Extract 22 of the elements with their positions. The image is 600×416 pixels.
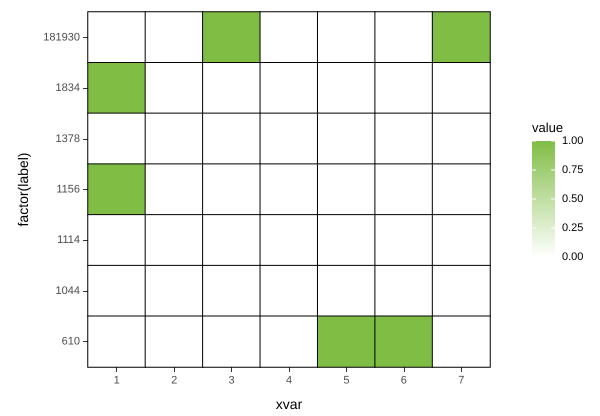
color-bar-label: 0.50 [562, 193, 584, 205]
color-bar-title: value [532, 120, 564, 135]
x-tick-label: 6 [400, 374, 407, 386]
x-tick-label: 1 [114, 374, 120, 386]
color-bar-label: 1.00 [562, 135, 584, 147]
color-bar-label: 0.75 [562, 164, 584, 176]
y-tick-label: 1378 [56, 132, 80, 145]
y-tick-label: 1156 [56, 184, 80, 196]
x-tick-label: 2 [171, 374, 178, 386]
x-axis-title: xvar [276, 396, 303, 412]
x-tick-label: 5 [343, 374, 350, 386]
y-tick-label: 1834 [56, 82, 80, 94]
x-tick-label: 7 [458, 374, 464, 386]
color-bar-label: 0.00 [562, 251, 584, 263]
color-bar-label: 0.25 [562, 222, 584, 234]
y-axis-title: factor(label) [15, 152, 31, 226]
x-tick-label: 3 [228, 374, 235, 386]
y-tick-label: 1044 [56, 284, 80, 297]
y-tick-label: 610 [62, 336, 80, 348]
x-tick-label: 4 [286, 374, 292, 386]
y-tick-label: 181930 [43, 31, 80, 44]
y-tick-label: 1114 [57, 234, 80, 246]
